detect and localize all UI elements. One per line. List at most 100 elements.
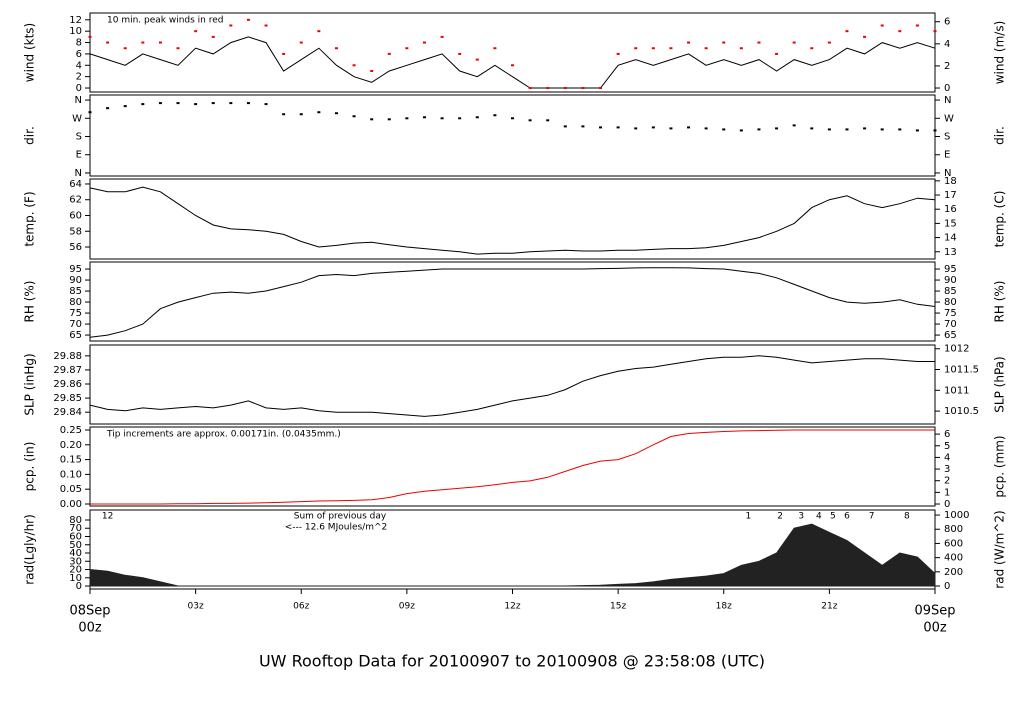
hour-mark: 1 [746, 512, 752, 522]
panel-frame [89, 178, 936, 260]
data-point [158, 102, 162, 105]
x-tick-label: 00z [923, 621, 947, 636]
data-point [475, 58, 479, 61]
y-tick-label: 40 [69, 548, 82, 559]
y2-tick-label: 200 [944, 567, 963, 578]
y-tick-label: 29.85 [53, 393, 82, 404]
data-point [88, 35, 92, 38]
y-tick-label: 8 [76, 38, 82, 49]
y2-tick-label: N [944, 168, 951, 179]
hour-mark: 2 [777, 512, 783, 522]
data-point [933, 129, 937, 132]
y-tick-label: 80 [69, 297, 82, 308]
y-tick-label: W [72, 113, 82, 124]
y2-tick-label: 3 [944, 464, 950, 475]
y2-tick-label: 2 [944, 476, 950, 487]
y2-axis-label: temp. (C) [993, 191, 1007, 248]
data-point [493, 47, 497, 50]
y-tick-label: 64 [69, 179, 82, 190]
data-point [194, 103, 198, 106]
y-tick-label: 20 [69, 565, 82, 576]
y-axis-label: SLP (inHg) [23, 353, 37, 415]
y2-tick-label: N [944, 95, 951, 106]
y-tick-label: 30 [69, 556, 82, 567]
y-tick-label: 60 [69, 531, 82, 542]
y-tick-label: 0.15 [60, 455, 82, 466]
y2-tick-label: 6 [944, 429, 950, 440]
y-tick-label: 0.25 [60, 425, 82, 436]
data-point [176, 102, 180, 105]
data-point [422, 41, 426, 44]
x-tick-label: 18z [716, 602, 732, 612]
annotation: <--- 12.6 MJoules/m^2 [285, 523, 387, 533]
data-point [123, 105, 127, 108]
y2-axis-label: pcp. (mm) [993, 435, 1007, 497]
annotation: 10 min. peak winds in red [107, 16, 224, 26]
x-tick-label: 21z [821, 602, 837, 612]
data-point [352, 115, 356, 118]
data-point [528, 87, 532, 90]
y2-tick-label: 0 [944, 581, 950, 592]
data-point [775, 127, 779, 130]
y2-tick-label: 13 [944, 247, 957, 258]
y2-tick-label: 4 [944, 39, 950, 50]
data-point [757, 41, 761, 44]
data-point [246, 102, 250, 105]
y-tick-label: 65 [69, 330, 82, 341]
y2-tick-label: W [944, 113, 954, 124]
data-line [89, 267, 936, 338]
y2-axis-label: RH (%) [993, 281, 1007, 323]
hour-mark: 3 [798, 512, 804, 522]
data-point [880, 128, 884, 131]
y2-tick-label: 80 [944, 297, 957, 308]
y2-tick-label: 4 [944, 452, 950, 463]
data-point [528, 119, 532, 122]
data-point [599, 126, 603, 129]
data-point [440, 35, 444, 38]
y2-axis-label: dir. [993, 126, 1007, 145]
data-point [475, 116, 479, 119]
data-point [123, 47, 127, 50]
x-tick-label: 03z [188, 602, 204, 612]
y2-tick-label: 70 [944, 319, 957, 330]
data-point [827, 128, 831, 131]
y-tick-label: 0.20 [60, 440, 82, 451]
y2-axis-label: rad (W/m^2) [993, 510, 1007, 588]
data-point [458, 52, 462, 55]
y2-tick-label: 90 [944, 275, 957, 286]
data-point [141, 103, 145, 106]
y2-tick-label: 1010.5 [944, 406, 979, 417]
data-point [599, 87, 603, 90]
data-line [89, 355, 935, 417]
x-tick-label: 15z [610, 602, 626, 612]
data-point [757, 128, 761, 131]
y-tick-label: 0.10 [60, 469, 82, 480]
y-tick-label: 0.05 [60, 484, 82, 495]
y-tick-label: 4 [76, 60, 82, 71]
data-point [211, 102, 215, 105]
y-tick-label: S [76, 132, 82, 143]
data-point [246, 18, 250, 21]
x-tick-label: 06z [293, 602, 309, 612]
data-point [511, 117, 514, 120]
y-tick-label: 58 [69, 226, 82, 237]
data-point [863, 127, 867, 130]
data-point [106, 107, 110, 110]
data-area [89, 523, 936, 587]
data-point [317, 30, 321, 33]
data-point [810, 47, 814, 50]
panel-frame [89, 12, 936, 93]
data-point [581, 125, 585, 128]
y-axis-label: temp. (F) [23, 191, 37, 246]
y2-tick-label: 0 [944, 83, 950, 94]
x-date-label: 08Sep [69, 604, 110, 619]
y2-tick-label: 2 [944, 61, 950, 72]
annotation: Sum of previous day [294, 512, 387, 522]
y-tick-label: N [75, 95, 82, 106]
data-point [704, 47, 708, 50]
data-point [669, 47, 673, 50]
y-tick-label: 0 [76, 581, 82, 592]
data-point [915, 129, 919, 132]
y2-tick-label: 75 [944, 308, 957, 319]
y2-tick-label: 65 [944, 330, 957, 341]
